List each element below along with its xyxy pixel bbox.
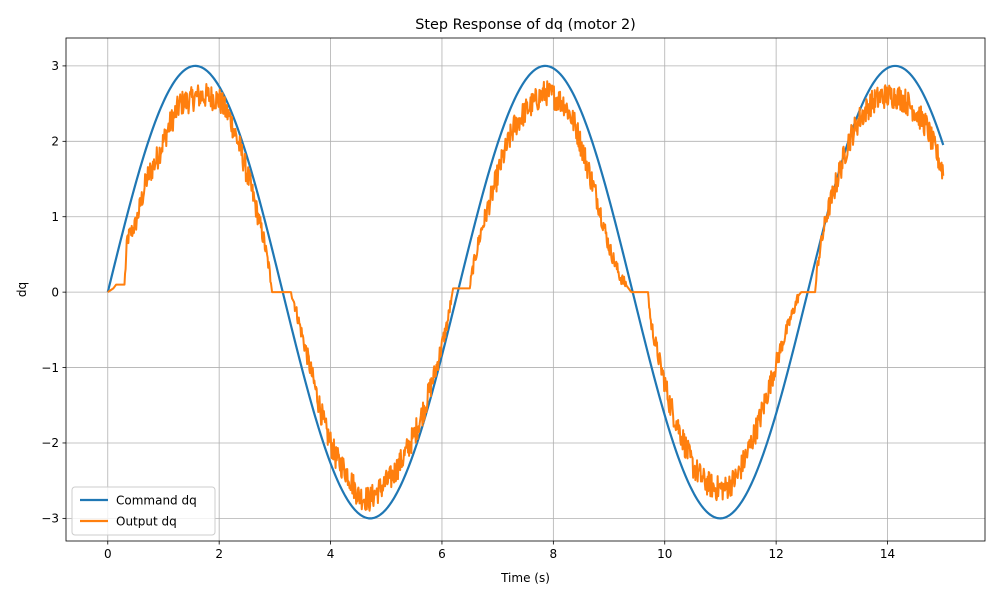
x-axis-ticks: 0 2 4 6 8 10 12 14 <box>104 541 895 561</box>
grid-lines <box>66 38 985 541</box>
y-tick-label: −2 <box>41 436 59 450</box>
y-tick-label: 1 <box>51 210 59 224</box>
y-tick-label: −3 <box>41 512 59 526</box>
series-line-output-dq <box>107 80 945 512</box>
axes-frame <box>65 37 986 542</box>
y-tick-label: 3 <box>51 59 59 73</box>
y-axis-ticks: −3 −2 −1 0 1 2 3 <box>41 59 66 526</box>
x-tick-label: 12 <box>768 547 783 561</box>
plot-series-group <box>106 64 945 520</box>
y-tick-label: 0 <box>51 285 59 299</box>
y-axis-label: dq <box>15 282 29 297</box>
x-tick-label: 0 <box>104 547 112 561</box>
y-tick-label: −1 <box>41 361 59 375</box>
chart-title: Step Response of dq (motor 2) <box>415 17 635 33</box>
legend-label: Output dq <box>116 514 177 528</box>
y-tick-label: 2 <box>51 135 59 149</box>
x-axis-label: Time (s) <box>500 571 550 585</box>
x-tick-label: 6 <box>438 547 446 561</box>
legend-label: Command dq <box>116 493 197 507</box>
x-tick-label: 10 <box>657 547 672 561</box>
x-tick-label: 4 <box>327 547 335 561</box>
legend: Command dq Output dq <box>71 486 216 536</box>
x-tick-label: 2 <box>215 547 223 561</box>
x-tick-label: 8 <box>550 547 558 561</box>
x-tick-label: 14 <box>880 547 895 561</box>
series-line-command-dq <box>106 64 945 520</box>
